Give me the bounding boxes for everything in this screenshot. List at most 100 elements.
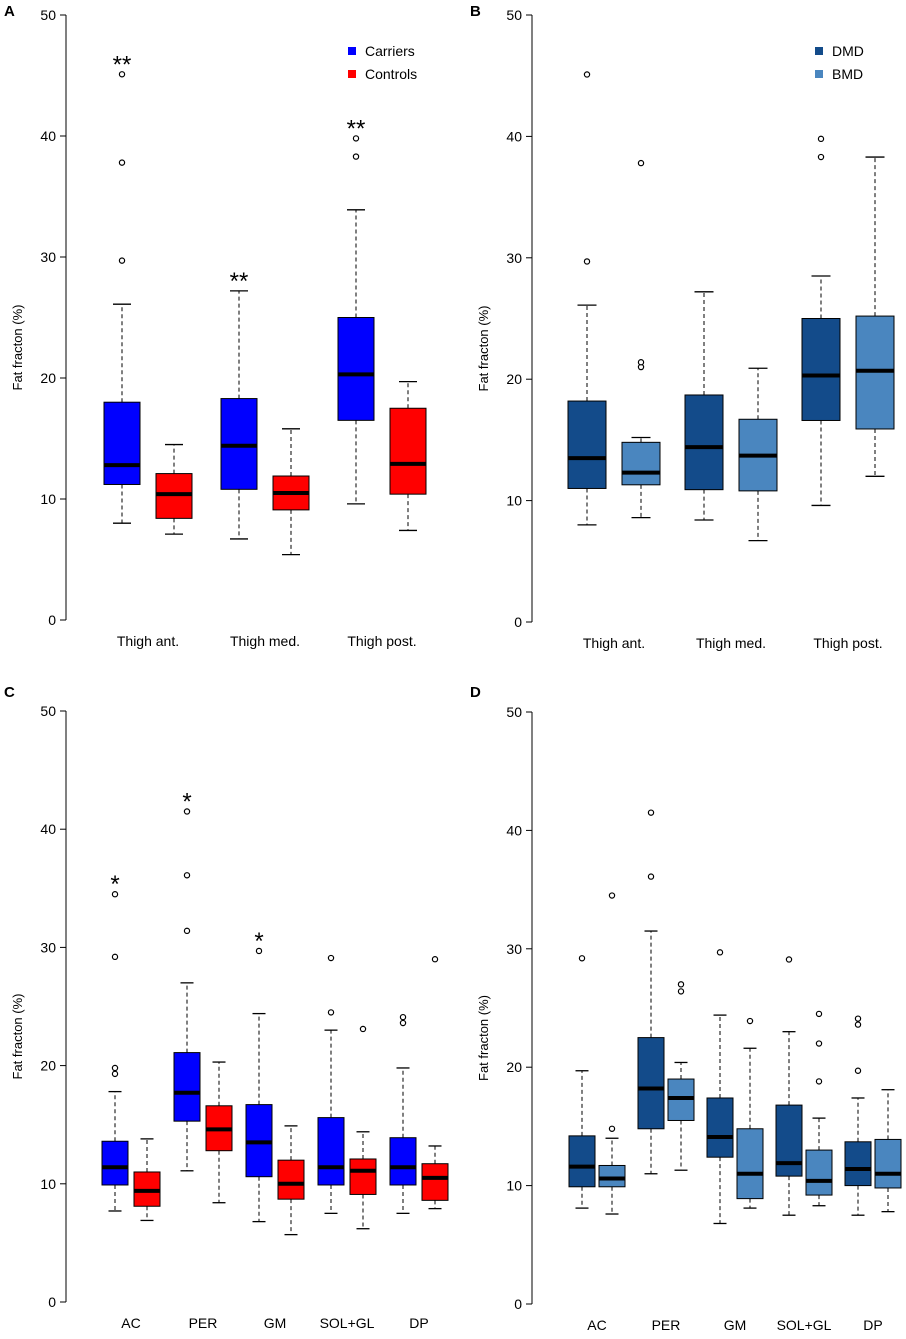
box-iqr	[775, 1104, 803, 1177]
y-tick-label: 10	[40, 491, 56, 507]
y-tick-label: 20	[40, 1058, 56, 1074]
outlier-point	[677, 988, 685, 995]
x-tick-label: DP	[863, 1317, 882, 1333]
outlier-point	[815, 1078, 823, 1085]
outlier-point	[746, 1017, 754, 1025]
group-gm: GM *	[245, 928, 305, 1331]
box-controls	[155, 443, 193, 535]
box-controls	[205, 1061, 233, 1204]
box-iqr	[568, 1135, 596, 1188]
box-carriers	[317, 954, 345, 1214]
legend: DMD BMD	[815, 43, 864, 82]
box-iqr	[173, 1052, 201, 1122]
group-ac: AC *	[101, 871, 161, 1331]
significance-marker: *	[254, 928, 263, 955]
x-tick-label: SOL+GL	[320, 1315, 375, 1331]
panel-letter: C	[4, 684, 15, 701]
box-iqr	[389, 1137, 417, 1186]
box-iqr	[421, 1163, 449, 1201]
legend-swatch	[815, 47, 823, 55]
box-iqr	[101, 1140, 129, 1186]
group-thigh-ant-: Thigh ant. **	[103, 51, 193, 649]
outlier-point	[817, 153, 825, 161]
box-carriers	[389, 1013, 417, 1214]
box-iqr	[349, 1158, 377, 1195]
outlier-point	[118, 159, 126, 166]
y-tick-label: 30	[40, 249, 56, 265]
y-tick-label: 0	[48, 1294, 56, 1310]
box-controls	[349, 1025, 377, 1230]
outlier-point	[399, 1013, 407, 1021]
panel-letter: A	[4, 3, 15, 20]
box-iqr	[317, 1117, 345, 1186]
outlier-point	[815, 1040, 823, 1047]
x-tick-label: GM	[264, 1315, 287, 1331]
outlier-point	[183, 872, 191, 879]
group-dp: DP	[389, 956, 449, 1331]
x-tick-label: Thigh post.	[347, 633, 416, 649]
x-tick-label: SOL+GL	[777, 1317, 832, 1333]
box-carriers	[337, 135, 375, 505]
box-dmd	[684, 291, 724, 521]
outlier-point	[578, 955, 586, 962]
outlier-point	[352, 153, 360, 160]
outlier-point	[431, 956, 439, 963]
group-gm: GM	[706, 949, 764, 1333]
box-controls	[133, 1138, 161, 1222]
outlier-point	[111, 891, 119, 898]
outlier-point	[583, 71, 591, 78]
outlier-point	[352, 135, 360, 142]
outlier-point	[647, 873, 655, 880]
significance-marker: *	[110, 871, 119, 898]
panel-d: D 0 10 20 30 40 50 Fat fracton (%) AC PER GM SOL+GL…	[470, 684, 902, 1333]
outlier-point	[637, 359, 645, 366]
box-bmd	[621, 159, 661, 519]
group-sol-gl: SOL+GL	[775, 956, 833, 1333]
y-axis-label: Fat fracton (%)	[10, 994, 25, 1080]
box-controls	[389, 380, 427, 532]
group-thigh-med-: Thigh med.	[684, 291, 778, 651]
y-tick-label: 10	[506, 1178, 522, 1194]
box-bmd	[738, 367, 778, 542]
legend-swatch	[348, 70, 356, 78]
box-iqr	[621, 441, 661, 486]
y-tick-label: 50	[506, 7, 522, 23]
outlier-point	[608, 892, 616, 899]
box-carriers	[173, 808, 201, 1172]
outlier-point	[111, 1064, 119, 1072]
outlier-point	[183, 927, 191, 935]
outlier-point	[359, 1025, 367, 1033]
box-iqr	[103, 401, 141, 485]
outlier-point	[817, 135, 825, 143]
y-axis-label: Fat fracton (%)	[10, 305, 25, 391]
outlier-point	[183, 808, 191, 815]
box-iqr	[684, 394, 724, 491]
outlier-point	[647, 809, 655, 816]
group-thigh-med-: Thigh med. **	[220, 268, 310, 649]
y-tick-label: 20	[506, 1059, 522, 1075]
box-carriers	[103, 71, 141, 524]
box-dmd	[775, 956, 803, 1216]
outlier-point	[327, 954, 335, 962]
panel-letter: D	[470, 684, 481, 701]
box-controls	[421, 956, 449, 1210]
outlier-point	[583, 258, 591, 265]
panel-c: C 0 10 20 30 40 50 Fat fracton (%) AC * PER * GM * SOL…	[4, 684, 449, 1331]
group-thigh-post-: Thigh post.	[801, 135, 895, 651]
box-dmd	[801, 135, 841, 507]
significance-marker: **	[230, 268, 249, 295]
y-tick-label: 50	[506, 704, 522, 720]
y-axis-label: Fat fracton (%)	[476, 306, 491, 392]
x-tick-label: DP	[409, 1315, 428, 1331]
box-dmd	[567, 71, 607, 526]
box-iqr	[874, 1138, 902, 1189]
box-dmd	[568, 955, 596, 1209]
box-iqr	[706, 1097, 734, 1158]
y-tick-label: 10	[40, 1176, 56, 1192]
outlier-point	[637, 159, 645, 167]
x-tick-label: Thigh med.	[230, 633, 300, 649]
y-tick-label: 0	[48, 612, 56, 628]
group-sol-gl: SOL+GL	[317, 954, 377, 1331]
panel-b: B 0 10 20 30 40 50 Fat fracton (%) Thigh ant. Thi…	[470, 3, 895, 651]
outlier-point	[327, 1009, 335, 1016]
